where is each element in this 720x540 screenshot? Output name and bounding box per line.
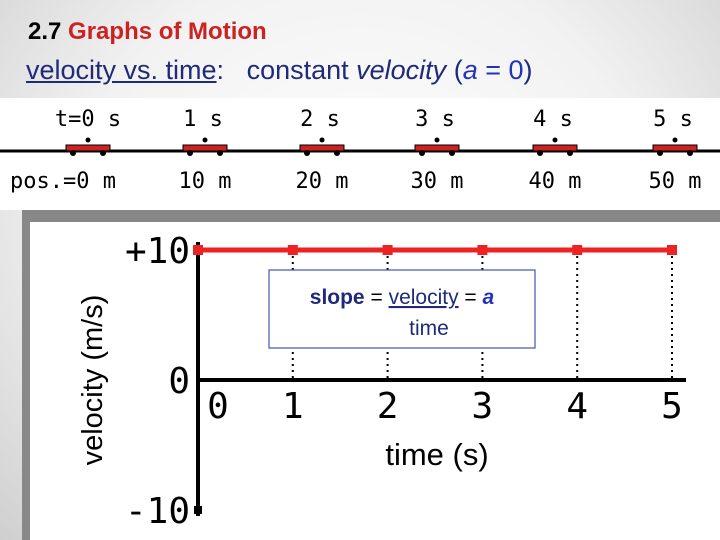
car-wheel bbox=[537, 150, 543, 156]
subtitle-constant: constant bbox=[246, 55, 357, 85]
annotation-box bbox=[268, 269, 536, 349]
position-label: 20 m bbox=[296, 169, 349, 194]
car-icon bbox=[652, 137, 698, 156]
car-body bbox=[414, 144, 460, 152]
car-body bbox=[652, 144, 698, 152]
car-driver bbox=[434, 137, 440, 143]
car-body bbox=[299, 144, 345, 152]
slide-title: 2.7 Graphs of Motion bbox=[28, 18, 267, 46]
equals-sign: = bbox=[459, 286, 483, 309]
car-wheel bbox=[449, 150, 455, 156]
car-driver bbox=[85, 137, 91, 143]
slide-subtitle: velocity vs. time: constant velocity (a … bbox=[26, 55, 533, 86]
slope-word: slope bbox=[310, 286, 365, 309]
position-label: 10 m bbox=[179, 169, 232, 194]
car-driver bbox=[672, 137, 678, 143]
data-point bbox=[193, 245, 203, 255]
velocity-time-chart: velocity (m/s) +10 0 -10 0 1 2 3 4 5 time (s) slope… bbox=[30, 222, 720, 540]
car-wheel bbox=[217, 150, 223, 156]
car-icon bbox=[414, 137, 460, 156]
y-tick-label: -10 bbox=[125, 491, 190, 532]
subtitle-velocity: velocity bbox=[356, 55, 447, 85]
slope-equation: slope = velocity = a bbox=[310, 286, 495, 309]
subtitle-vs: velocity vs. time bbox=[26, 55, 217, 85]
car-wheel bbox=[304, 150, 310, 156]
y-tick-label: +10 bbox=[125, 231, 190, 272]
section-title: Graphs of Motion bbox=[68, 18, 267, 45]
subtitle-paren-close: ) bbox=[523, 55, 533, 85]
car-driver bbox=[552, 137, 558, 143]
velocity-word: velocity bbox=[389, 286, 460, 309]
x-tick-label: 2 bbox=[377, 386, 399, 427]
data-point bbox=[572, 245, 583, 255]
car-body bbox=[65, 144, 111, 152]
x-tick-label: 5 bbox=[661, 386, 683, 427]
x-tick-label: 4 bbox=[566, 386, 588, 427]
car-wheel bbox=[187, 150, 193, 156]
position-label: 40 m bbox=[529, 169, 582, 194]
car-icon bbox=[182, 137, 228, 156]
subtitle-a: a bbox=[462, 55, 478, 85]
graph-panel: velocity (m/s) +10 0 -10 0 1 2 3 4 5 time (s) slope… bbox=[22, 210, 720, 540]
car-driver bbox=[202, 137, 208, 143]
section-number: 2.7 bbox=[28, 18, 62, 45]
data-point bbox=[382, 245, 393, 255]
y-tick-label: 0 bbox=[168, 361, 190, 402]
car-wheel bbox=[100, 150, 106, 156]
slope-annotation: slope = velocity = a time bbox=[268, 269, 536, 349]
data-point bbox=[477, 245, 488, 255]
motion-strip: t=0 s pos.=0 m 1 s 10 m 2 s 20 m 3 s 30 m 4 s 40 … bbox=[0, 98, 720, 210]
time-label: 2 s bbox=[300, 107, 340, 132]
car-icon bbox=[532, 137, 578, 156]
car-wheel bbox=[334, 150, 340, 156]
time-label: 5 s bbox=[653, 107, 693, 132]
time-label: 4 s bbox=[533, 107, 573, 132]
car-icon bbox=[299, 137, 345, 156]
car-body bbox=[182, 144, 228, 152]
x-tick-label: 0 bbox=[207, 386, 229, 427]
motion-strip-svg: t=0 s pos.=0 m 1 s 10 m 2 s 20 m 3 s 30 m 4 s 40 … bbox=[0, 107, 720, 194]
y-axis-label: velocity (m/s) bbox=[77, 295, 109, 466]
a-symbol: a bbox=[483, 286, 495, 309]
x-tick-label: 3 bbox=[472, 386, 494, 427]
y-tick-mark bbox=[194, 506, 202, 514]
car-wheel bbox=[70, 150, 76, 156]
car-wheel bbox=[567, 150, 573, 156]
car-wheel bbox=[687, 150, 693, 156]
car-body bbox=[532, 144, 578, 152]
time-label: 1 s bbox=[183, 107, 223, 132]
car-driver bbox=[319, 137, 325, 143]
car-wheel bbox=[657, 150, 663, 156]
subtitle-paren-open: ( bbox=[446, 55, 463, 85]
time-denominator: time bbox=[409, 317, 449, 340]
data-point bbox=[667, 245, 677, 255]
position-label: 30 m bbox=[411, 169, 464, 194]
subtitle-eq: = 0 bbox=[477, 55, 524, 85]
equals-sign: = bbox=[365, 286, 389, 309]
x-tick-label: 1 bbox=[282, 386, 304, 427]
position-label: 50 m bbox=[649, 169, 702, 194]
car-wheel bbox=[419, 150, 425, 156]
time-label: t=0 s bbox=[55, 107, 121, 132]
data-point bbox=[287, 245, 298, 255]
position-label: pos.=0 m bbox=[10, 169, 116, 194]
time-label: 3 s bbox=[415, 107, 455, 132]
subtitle-colon: : bbox=[216, 55, 225, 85]
car-icon bbox=[65, 137, 111, 156]
x-axis-label: time (s) bbox=[385, 437, 488, 472]
